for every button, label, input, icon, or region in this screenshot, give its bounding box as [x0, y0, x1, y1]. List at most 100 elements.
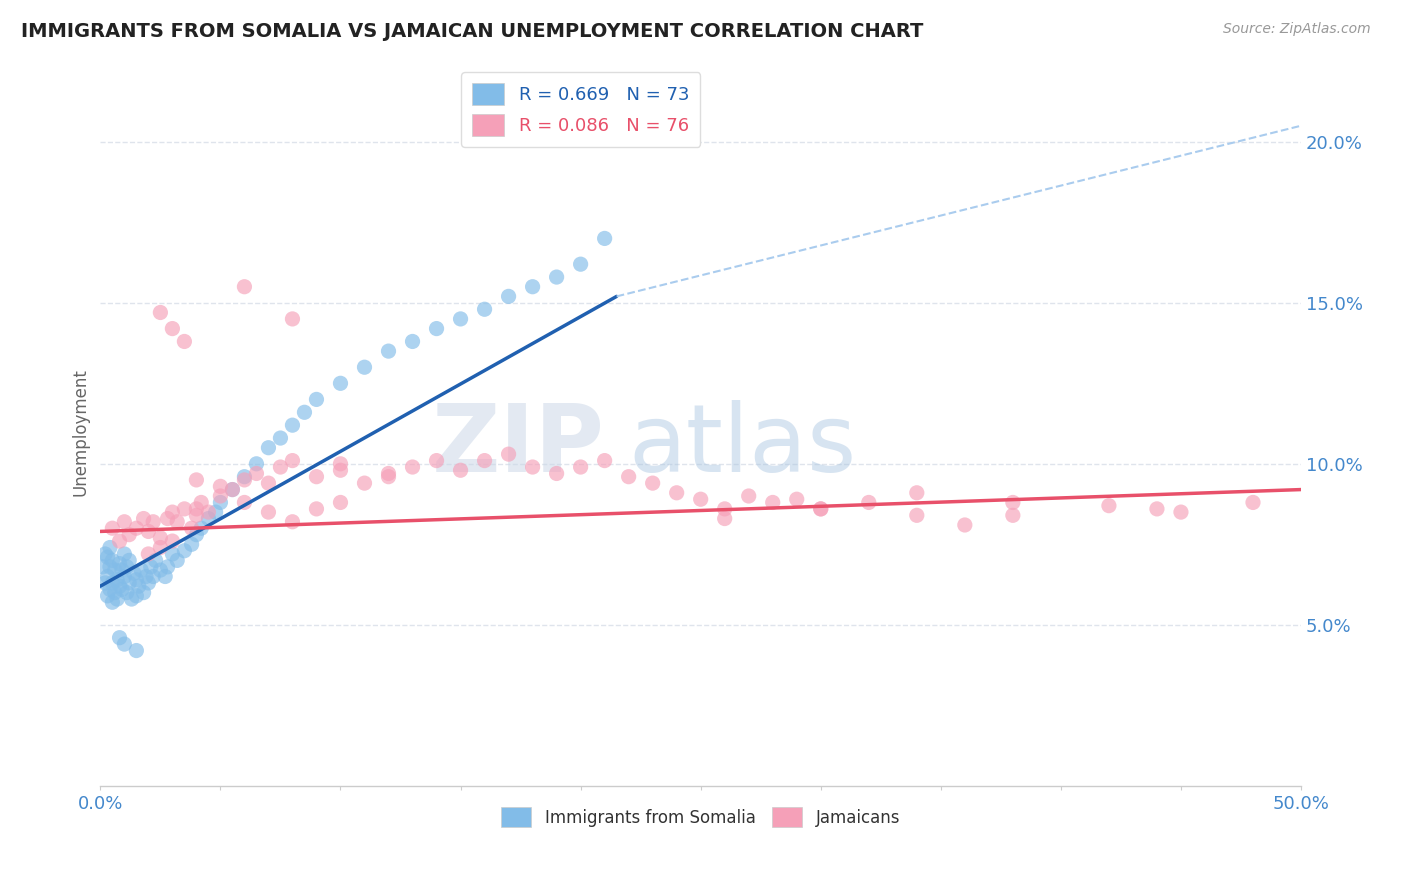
- Point: [498, 289, 520, 303]
- Point: [162, 534, 184, 549]
- Point: [204, 505, 226, 519]
- Point: [186, 502, 208, 516]
- Point: [96, 589, 118, 603]
- Point: [105, 573, 128, 587]
- Point: [221, 483, 243, 497]
- Point: [149, 531, 172, 545]
- Point: [108, 631, 131, 645]
- Point: [173, 543, 195, 558]
- Point: [569, 460, 592, 475]
- Point: [269, 460, 291, 475]
- Point: [112, 637, 135, 651]
- Point: [101, 595, 124, 609]
- Point: [115, 585, 138, 599]
- Point: [498, 447, 520, 461]
- Point: [125, 589, 148, 603]
- Point: [377, 344, 399, 359]
- Text: atlas: atlas: [628, 400, 856, 491]
- Point: [98, 559, 121, 574]
- Point: [257, 505, 280, 519]
- Point: [132, 511, 155, 525]
- Point: [142, 515, 165, 529]
- Point: [104, 563, 127, 577]
- Point: [122, 566, 145, 581]
- Point: [112, 547, 135, 561]
- Point: [738, 489, 761, 503]
- Point: [305, 502, 328, 516]
- Point: [197, 511, 219, 525]
- Point: [1241, 495, 1264, 509]
- Point: [138, 576, 160, 591]
- Point: [190, 521, 212, 535]
- Point: [173, 334, 195, 349]
- Point: [190, 495, 212, 509]
- Point: [111, 582, 134, 597]
- Point: [162, 547, 184, 561]
- Point: [101, 521, 124, 535]
- Point: [101, 553, 124, 567]
- Y-axis label: Unemployment: Unemployment: [72, 368, 89, 496]
- Point: [98, 541, 121, 555]
- Point: [377, 467, 399, 481]
- Point: [689, 492, 711, 507]
- Point: [166, 553, 188, 567]
- Point: [401, 460, 423, 475]
- Point: [257, 441, 280, 455]
- Point: [953, 518, 976, 533]
- Point: [450, 463, 472, 477]
- Point: [257, 476, 280, 491]
- Point: [94, 576, 117, 591]
- Point: [153, 569, 176, 583]
- Point: [425, 321, 447, 335]
- Point: [96, 569, 118, 583]
- Point: [91, 559, 114, 574]
- Point: [104, 585, 127, 599]
- Point: [353, 360, 375, 375]
- Point: [329, 463, 352, 477]
- Point: [186, 508, 208, 523]
- Point: [233, 469, 256, 483]
- Point: [305, 392, 328, 407]
- Point: [118, 527, 141, 541]
- Point: [810, 502, 832, 516]
- Point: [186, 527, 208, 541]
- Point: [149, 541, 172, 555]
- Point: [810, 502, 832, 516]
- Point: [118, 553, 141, 567]
- Point: [281, 453, 304, 467]
- Point: [166, 515, 188, 529]
- Point: [569, 257, 592, 271]
- Point: [377, 469, 399, 483]
- Point: [180, 521, 202, 535]
- Point: [329, 495, 352, 509]
- Point: [665, 485, 688, 500]
- Point: [522, 279, 544, 293]
- Point: [156, 511, 179, 525]
- Point: [132, 585, 155, 599]
- Point: [245, 467, 267, 481]
- Point: [135, 569, 157, 583]
- Point: [149, 305, 172, 319]
- Point: [105, 592, 128, 607]
- Point: [233, 473, 256, 487]
- Point: [118, 576, 141, 591]
- Point: [209, 479, 232, 493]
- Point: [858, 495, 880, 509]
- Point: [762, 495, 785, 509]
- Point: [98, 582, 121, 597]
- Point: [221, 483, 243, 497]
- Point: [593, 453, 616, 467]
- Point: [162, 321, 184, 335]
- Point: [121, 592, 143, 607]
- Point: [269, 431, 291, 445]
- Point: [713, 502, 735, 516]
- Point: [138, 524, 160, 539]
- Point: [546, 467, 568, 481]
- Text: Source: ZipAtlas.com: Source: ZipAtlas.com: [1223, 22, 1371, 37]
- Point: [101, 576, 124, 591]
- Point: [209, 489, 232, 503]
- Point: [138, 547, 160, 561]
- Point: [329, 457, 352, 471]
- Text: ZIP: ZIP: [432, 400, 605, 491]
- Point: [641, 476, 664, 491]
